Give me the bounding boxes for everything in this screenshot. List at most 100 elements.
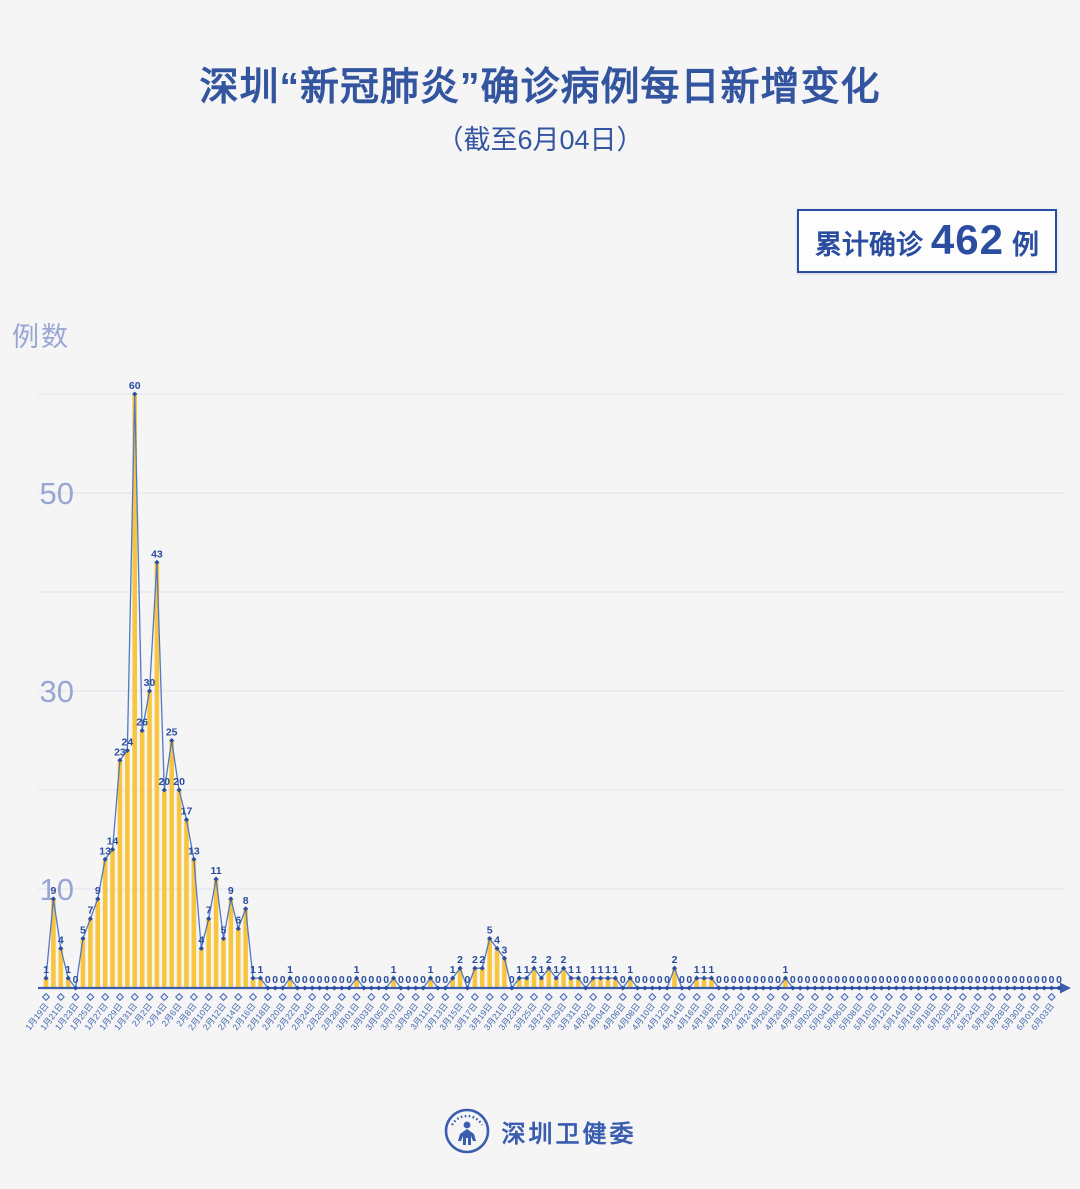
data-point-marker xyxy=(368,985,374,991)
value-label: 0 xyxy=(1056,974,1062,986)
case-bar xyxy=(783,978,788,988)
data-point-marker xyxy=(768,985,774,991)
data-point-marker xyxy=(627,975,633,981)
case-bar xyxy=(125,750,130,988)
value-label: 0 xyxy=(797,974,803,986)
tick-mark xyxy=(515,992,524,1002)
data-point-marker xyxy=(472,965,478,971)
case-bar xyxy=(531,968,537,988)
data-point-marker xyxy=(413,985,419,991)
data-point-marker xyxy=(272,985,278,991)
value-label: 17 xyxy=(181,806,193,818)
value-label: 0 xyxy=(723,974,729,986)
data-point-marker xyxy=(1049,985,1055,991)
shenzhen-health-commission-logo-icon xyxy=(444,1108,489,1154)
tick-mark xyxy=(189,992,198,1002)
case-bar xyxy=(391,978,396,988)
tick-mark xyxy=(115,992,125,1002)
tick-mark xyxy=(574,992,583,1002)
tick-mark xyxy=(101,992,110,1002)
value-label: 5 xyxy=(487,925,493,937)
value-label: 0 xyxy=(990,974,996,986)
data-point-marker xyxy=(849,985,855,991)
data-point-marker xyxy=(1041,985,1047,991)
data-point-marker xyxy=(1026,985,1032,991)
tick-mark xyxy=(751,992,760,1002)
value-label: 1 xyxy=(354,964,360,976)
tick-mark xyxy=(352,992,361,1002)
value-label: 0 xyxy=(383,974,389,986)
value-label: 25 xyxy=(166,727,178,739)
data-point-marker xyxy=(819,985,825,991)
data-point-marker xyxy=(257,975,263,981)
tick-mark xyxy=(825,992,834,1002)
tick-mark xyxy=(544,992,553,1002)
case-bar xyxy=(139,730,145,988)
value-label: 0 xyxy=(657,974,663,986)
case-bar xyxy=(51,898,56,988)
value-label: 0 xyxy=(272,974,278,986)
value-label: 1 xyxy=(287,964,293,976)
tick-mark xyxy=(470,992,479,1002)
value-label: 1 xyxy=(65,964,71,976)
tick-mark xyxy=(41,992,51,1002)
tick-mark xyxy=(781,992,790,1002)
value-label: 0 xyxy=(435,974,441,986)
tick-mark xyxy=(411,992,420,1002)
tick-mark xyxy=(455,992,465,1002)
data-point-marker xyxy=(745,985,751,991)
case-bar xyxy=(428,978,433,988)
data-point-marker xyxy=(893,985,899,991)
value-label: 0 xyxy=(620,974,626,986)
value-label: 4 xyxy=(58,934,64,946)
value-label: 26 xyxy=(136,717,148,729)
data-point-marker xyxy=(657,985,663,991)
case-bar xyxy=(672,968,677,988)
tick-mark xyxy=(559,992,568,1002)
case-bar xyxy=(479,968,485,988)
tick-mark xyxy=(973,992,982,1002)
case-bar xyxy=(694,978,699,988)
data-point-marker xyxy=(760,985,766,991)
data-point-marker xyxy=(886,985,892,991)
value-label: 1 xyxy=(516,964,522,976)
value-label: 0 xyxy=(294,974,300,986)
tick-mark xyxy=(263,992,272,1002)
value-label: 1 xyxy=(538,964,544,976)
value-label: 1 xyxy=(709,964,715,976)
value-label: 0 xyxy=(265,974,271,986)
value-label: 0 xyxy=(73,974,79,986)
value-label: 0 xyxy=(731,974,737,986)
tick-mark xyxy=(633,992,642,1002)
value-label: 2 xyxy=(479,954,485,966)
value-label: 1 xyxy=(782,964,788,976)
case-bar xyxy=(598,978,603,988)
data-point-marker xyxy=(923,985,929,991)
tick-mark xyxy=(840,992,849,1002)
value-label: 13 xyxy=(99,845,111,857)
value-label: 0 xyxy=(938,974,944,986)
case-bar xyxy=(206,918,211,988)
data-point-marker xyxy=(568,975,574,981)
value-label: 2 xyxy=(457,954,463,966)
tick-mark xyxy=(322,992,332,1002)
case-bar xyxy=(457,968,463,988)
value-label: 0 xyxy=(760,974,766,986)
value-label: 0 xyxy=(642,974,648,986)
value-label: 9 xyxy=(50,885,56,897)
tick-mark xyxy=(929,992,938,1002)
case-bar xyxy=(162,790,167,988)
data-point-marker xyxy=(317,985,323,991)
case-bar xyxy=(250,978,256,988)
value-label: 9 xyxy=(95,885,101,897)
value-label: 0 xyxy=(716,974,722,986)
data-point-marker xyxy=(960,985,966,991)
value-label: 0 xyxy=(649,974,655,986)
footer: 深圳卫健委 xyxy=(0,1108,1080,1154)
value-label: 0 xyxy=(1049,974,1055,986)
page-subtitle: （截至6月04日） xyxy=(436,125,644,155)
data-point-marker xyxy=(975,985,981,991)
case-bar xyxy=(568,978,574,988)
case-bar xyxy=(169,740,175,988)
